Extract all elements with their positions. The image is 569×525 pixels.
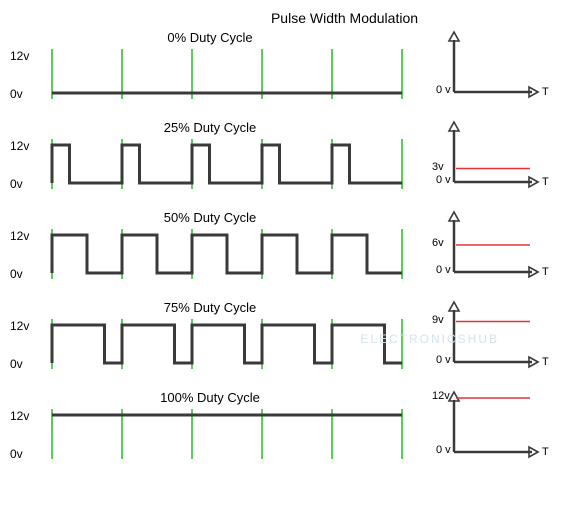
avg-svg bbox=[428, 30, 558, 108]
label-0v-avg: 0 v bbox=[436, 264, 451, 276]
waveform-row: 50% Duty Cycle 12v 0v 0 v T 6v bbox=[10, 210, 559, 288]
waveform-section: 50% Duty Cycle 12v 0v bbox=[10, 210, 410, 283]
duty-cycle-title: 75% Duty Cycle bbox=[10, 300, 410, 315]
label-t-axis: T bbox=[542, 266, 549, 278]
average-plot: 0 v T bbox=[428, 30, 558, 108]
label-t-axis: T bbox=[542, 176, 549, 188]
waveform-plot: 12v 0v bbox=[10, 137, 410, 193]
label-t-axis: T bbox=[542, 356, 549, 368]
pwm-diagram: Pulse Width Modulation 0% Duty Cycle12v0… bbox=[10, 10, 559, 468]
waveform-row: 0% Duty Cycle 12v 0v 0 v T bbox=[10, 30, 559, 108]
waveform-plot: 12v 0v bbox=[10, 227, 410, 283]
waveform-plot: 12v 0v bbox=[10, 47, 410, 103]
waveform-svg bbox=[10, 317, 410, 373]
avg-svg bbox=[428, 120, 558, 198]
waveform-row: 25% Duty Cycle 12v 0v 0 v T 3v bbox=[10, 120, 559, 198]
avg-svg bbox=[428, 300, 558, 378]
label-0v-avg: 0 v bbox=[436, 174, 451, 186]
label-12v: 12v bbox=[10, 49, 29, 63]
main-title: Pulse Width Modulation bbox=[130, 10, 559, 26]
label-avg-value: 6v bbox=[432, 237, 444, 249]
label-0v: 0v bbox=[10, 447, 23, 461]
average-plot: 0 v T 9v bbox=[428, 300, 558, 378]
avg-svg bbox=[428, 210, 558, 288]
average-plot: 0 v T 3v bbox=[428, 120, 558, 198]
label-12v: 12v bbox=[10, 409, 29, 423]
label-0v: 0v bbox=[10, 177, 23, 191]
duty-cycle-title: 25% Duty Cycle bbox=[10, 120, 410, 135]
waveform-svg bbox=[10, 407, 410, 463]
label-0v-avg: 0 v bbox=[436, 444, 451, 456]
label-t-axis: T bbox=[542, 86, 549, 98]
waveform-plot: 12v 0v bbox=[10, 407, 410, 463]
waveform-svg bbox=[10, 227, 410, 283]
label-0v: 0v bbox=[10, 87, 23, 101]
waveform-svg bbox=[10, 47, 410, 103]
duty-cycle-title: 50% Duty Cycle bbox=[10, 210, 410, 225]
waveform-plot: 12v 0v bbox=[10, 317, 410, 373]
average-plot: 0 v T 6v bbox=[428, 210, 558, 288]
label-t-axis: T bbox=[542, 446, 549, 458]
label-0v-avg: 0 v bbox=[436, 84, 451, 96]
waveform-section: 0% Duty Cycle 12v 0v bbox=[10, 30, 410, 103]
duty-cycle-title: 0% Duty Cycle bbox=[10, 30, 410, 45]
waveform-section: 25% Duty Cycle 12v 0v bbox=[10, 120, 410, 193]
label-12v: 12v bbox=[10, 139, 29, 153]
waveform-section: 75% Duty Cycle 12v 0v bbox=[10, 300, 410, 373]
label-12v: 12v bbox=[10, 319, 29, 333]
label-avg-value: 9v bbox=[432, 314, 444, 326]
label-0v: 0v bbox=[10, 267, 23, 281]
label-12v: 12v bbox=[10, 229, 29, 243]
waveform-row: 100% Duty Cycle 12v 0v 0 v T 12v bbox=[10, 390, 559, 468]
label-avg-value: 12v bbox=[432, 390, 450, 402]
average-plot: 0 v T 12v bbox=[428, 390, 558, 468]
duty-cycle-title: 100% Duty Cycle bbox=[10, 390, 410, 405]
waveform-svg bbox=[10, 137, 410, 193]
label-0v-avg: 0 v bbox=[436, 354, 451, 366]
label-0v: 0v bbox=[10, 357, 23, 371]
waveform-row: 75% Duty Cycle 12v 0v 0 v T 9v bbox=[10, 300, 559, 378]
waveform-section: 100% Duty Cycle 12v 0v bbox=[10, 390, 410, 463]
label-avg-value: 3v bbox=[432, 161, 444, 173]
